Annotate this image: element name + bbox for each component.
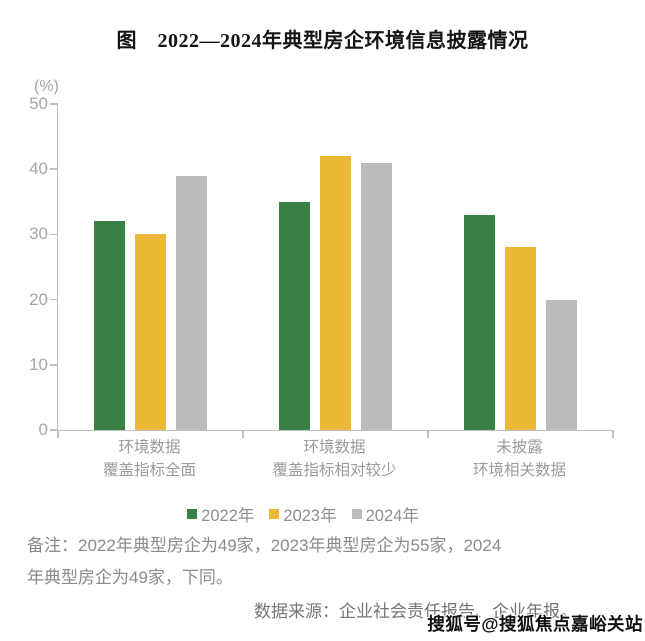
y-axis-tick — [50, 298, 58, 301]
legend-label: 2024年 — [365, 507, 419, 525]
y-axis-label: 20 — [29, 289, 48, 309]
category-label-2: 环境数据 覆盖指标相对较少 — [272, 439, 397, 479]
x-axis-tick — [57, 430, 59, 438]
legend-item-2022: 2022年 — [187, 502, 254, 526]
bar-2022年-group2 — [279, 201, 310, 430]
legend-swatch — [187, 509, 198, 519]
chart-title: 图 2022—2024年典型房企环境信息披露情况 — [116, 30, 529, 52]
bar-2024年-group2 — [361, 162, 392, 430]
plot-area: 0 10 20 30 40 50 — [29, 94, 614, 439]
legend-item-2024: 2024年 — [351, 502, 419, 526]
category-label-1: 环境数据 覆盖指标全面 — [102, 439, 196, 479]
legend-swatch — [351, 509, 362, 519]
legend-label: 2022年 — [201, 507, 255, 525]
category-label-3: 未披露 环境相关数据 — [472, 439, 566, 479]
bar-2023年-group2 — [320, 156, 351, 430]
legend-swatch — [269, 509, 280, 519]
y-axis-tick — [50, 168, 58, 170]
y-axis-label: 50 — [29, 94, 48, 113]
bar-2023年-group3 — [505, 247, 536, 430]
bar-2024年-group1 — [176, 175, 207, 430]
data-source: 数据来源：企业社会责任报告、企业年报。 — [254, 602, 577, 621]
bar-2022年-group1 — [94, 221, 125, 430]
y-axis-label: 30 — [29, 224, 48, 244]
y-axis-label: 0 — [38, 420, 48, 439]
x-axis-tick — [427, 430, 429, 438]
bar-2023年-group1 — [135, 234, 166, 430]
footnote: 备注：2022年典型房企为49家，2023年典型房企为55家，2024 年典型房… — [27, 536, 502, 587]
y-axis-label: 10 — [29, 354, 48, 374]
legend-label: 2023年 — [283, 507, 337, 525]
y-axis-tick — [50, 429, 58, 431]
bar-2022年-group3 — [464, 214, 495, 430]
y-axis-tick — [50, 364, 58, 366]
y-axis-tick — [50, 233, 58, 236]
legend-item-2023: 2023年 — [269, 502, 337, 526]
bar-2024年-group3 — [546, 299, 577, 430]
y-axis-label: 40 — [29, 159, 48, 179]
y-axis-unit-label: (%) — [34, 78, 59, 95]
legend: 2022年 2023年 2024年 — [0, 502, 606, 526]
watermark: 搜狐号@搜狐焦点嘉峪关站 — [427, 614, 643, 634]
x-axis-tick — [612, 430, 614, 438]
y-axis-tick — [50, 103, 58, 105]
x-axis-tick — [242, 430, 244, 438]
